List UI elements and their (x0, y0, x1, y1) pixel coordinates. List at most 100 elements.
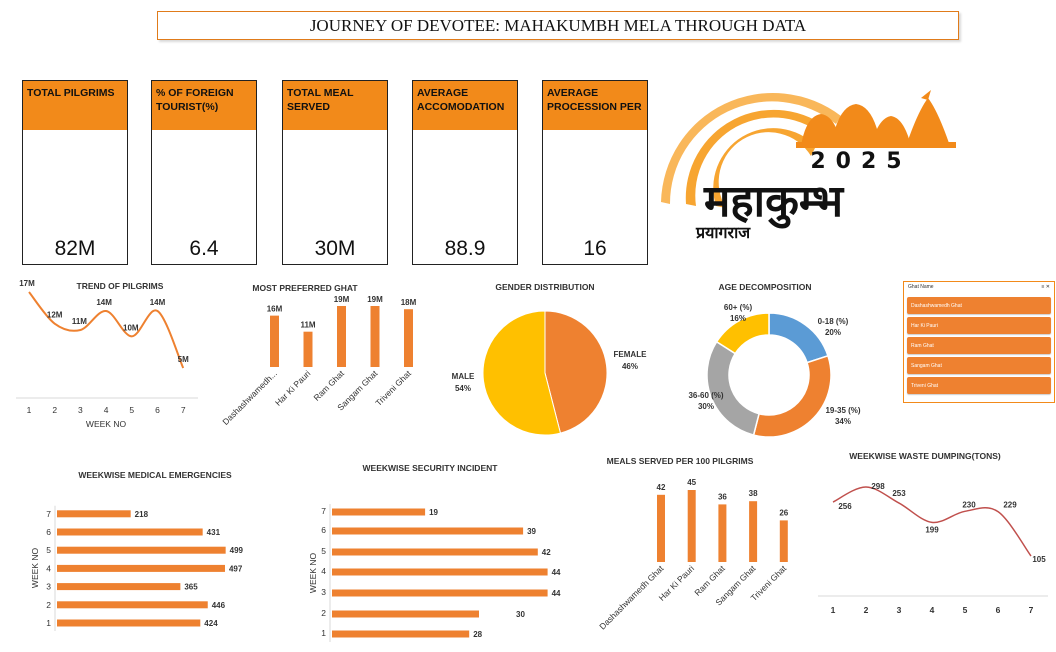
data-label: 26 (779, 508, 788, 517)
filter-icon[interactable]: ≡ ✕ (1041, 284, 1051, 290)
y-tick-label: 3 (321, 587, 326, 597)
bar (303, 331, 313, 367)
kpi-value: 82M (54, 237, 96, 260)
slice-label: FEMALE (614, 350, 648, 359)
data-label: 199 (925, 525, 939, 534)
data-label: 44 (552, 568, 561, 577)
bar (779, 520, 788, 562)
data-label: 36 (718, 492, 727, 501)
ghat-slicer[interactable]: Ghat Name ≡ ✕ Dashashwamedh Ghat Har Ki P… (903, 281, 1055, 403)
waste-title: WEEKWISE WASTE DUMPING(TONS) (849, 451, 1001, 461)
bar (57, 583, 181, 591)
data-label: 12M (47, 311, 63, 320)
x-tick-label: 6 (996, 605, 1001, 615)
data-label: 424 (204, 619, 218, 628)
x-tick-label: 2 (864, 605, 869, 615)
bar (57, 619, 201, 627)
slicer-header: Ghat Name (908, 284, 934, 290)
kpi-label: AVERAGE ACCOMODATION (413, 81, 517, 130)
data-label: 19 (429, 508, 438, 517)
bar (332, 630, 470, 638)
x-tick-label: 4 (930, 605, 935, 615)
kpi-label: TOTAL PILGRIMS (23, 81, 127, 130)
data-label: 365 (184, 583, 198, 592)
age-title: AGE DECOMPOSITION (718, 282, 812, 292)
data-label: 19M (334, 295, 350, 304)
kpi-value: 30M (314, 237, 356, 260)
slicer-item-ram-ghat[interactable]: Ram Ghat (907, 337, 1051, 354)
bar (332, 548, 538, 556)
slice-value: 30% (698, 402, 714, 411)
x-axis-label: WEEK NO (86, 419, 127, 429)
slicer-item-har-ki-pauri[interactable]: Har Ki Pauri (907, 317, 1051, 334)
slice-value: 54% (455, 384, 471, 393)
y-tick-label: 4 (321, 566, 326, 576)
security-title: WEEKWISE SECURITY INCIDENT (362, 463, 498, 473)
data-label: 38 (749, 489, 758, 498)
y-tick-label: 5 (46, 545, 51, 555)
y-tick-label: 7 (46, 509, 51, 519)
pie-slice (544, 310, 608, 434)
bar (57, 564, 225, 572)
data-label: 44 (552, 589, 561, 598)
y-tick-label: 1 (321, 628, 326, 638)
data-label: 17M (19, 279, 35, 288)
data-label: 42 (657, 483, 666, 492)
slicer-item-triveni-ghat[interactable]: Triveni Ghat (907, 377, 1051, 394)
data-label: 256 (838, 502, 852, 511)
bar (337, 306, 346, 367)
gender-title: GENDER DISTRIBUTION (495, 282, 595, 292)
bar (749, 501, 758, 562)
kpi-label: % OF FOREIGN TOURIST(%) (152, 81, 256, 130)
donut-slice (715, 312, 770, 355)
meals-title: MEALS SERVED PER 100 PILGRIMS (606, 456, 754, 466)
bar (332, 589, 548, 597)
bar (332, 527, 524, 535)
data-label: 105 (1032, 555, 1046, 564)
data-label: 230 (962, 500, 976, 509)
y-axis-label: WEEK NO (30, 548, 40, 589)
x-tick-label: 7 (1029, 605, 1034, 615)
bar (687, 490, 696, 562)
slice-value: 34% (835, 417, 851, 426)
waste-series-line (832, 486, 1032, 557)
y-tick-label: 7 (321, 506, 326, 516)
logo-hindi-title: महाकुम्भ (703, 176, 845, 229)
data-label: 14M (96, 298, 112, 307)
x-tick-label: 4 (104, 405, 109, 415)
data-label: 30 (516, 610, 525, 619)
bar (370, 306, 380, 367)
bar (57, 510, 131, 518)
slice-value: 20% (825, 328, 841, 337)
bar (718, 504, 727, 562)
bar (332, 610, 479, 618)
data-label: 39 (527, 527, 536, 536)
bar (404, 309, 413, 367)
kpi-value: 16 (583, 237, 607, 260)
medical-title: WEEKWISE MEDICAL EMERGENCIES (78, 470, 232, 480)
preferred-ghat-title: MOST PREFERRED GHAT (252, 283, 358, 293)
y-tick-label: 1 (46, 618, 51, 628)
pie-slice (482, 310, 562, 436)
slicer-item-sangam-ghat[interactable]: Sangam Ghat (907, 357, 1051, 374)
y-tick-label: 4 (46, 563, 51, 573)
slicer-item-dashashwamedh[interactable]: Dashashwamedh Ghat (907, 297, 1051, 314)
slice-value: 46% (622, 362, 638, 371)
data-label: 298 (871, 482, 885, 491)
kpi-card-total-pilgrims: TOTAL PILGRIMS 82M (22, 80, 128, 265)
data-label: 16M (267, 305, 283, 314)
data-label: 499 (230, 546, 244, 555)
x-tick-label: 5 (963, 605, 968, 615)
bar (57, 546, 226, 554)
data-label: 11M (300, 321, 315, 330)
x-tick-label: 1 (831, 605, 836, 615)
kpi-card-foreign-tourist: % OF FOREIGN TOURIST(%) 6.4 (151, 80, 257, 265)
x-tick-label: 6 (155, 405, 160, 415)
y-tick-label: 3 (46, 582, 51, 592)
